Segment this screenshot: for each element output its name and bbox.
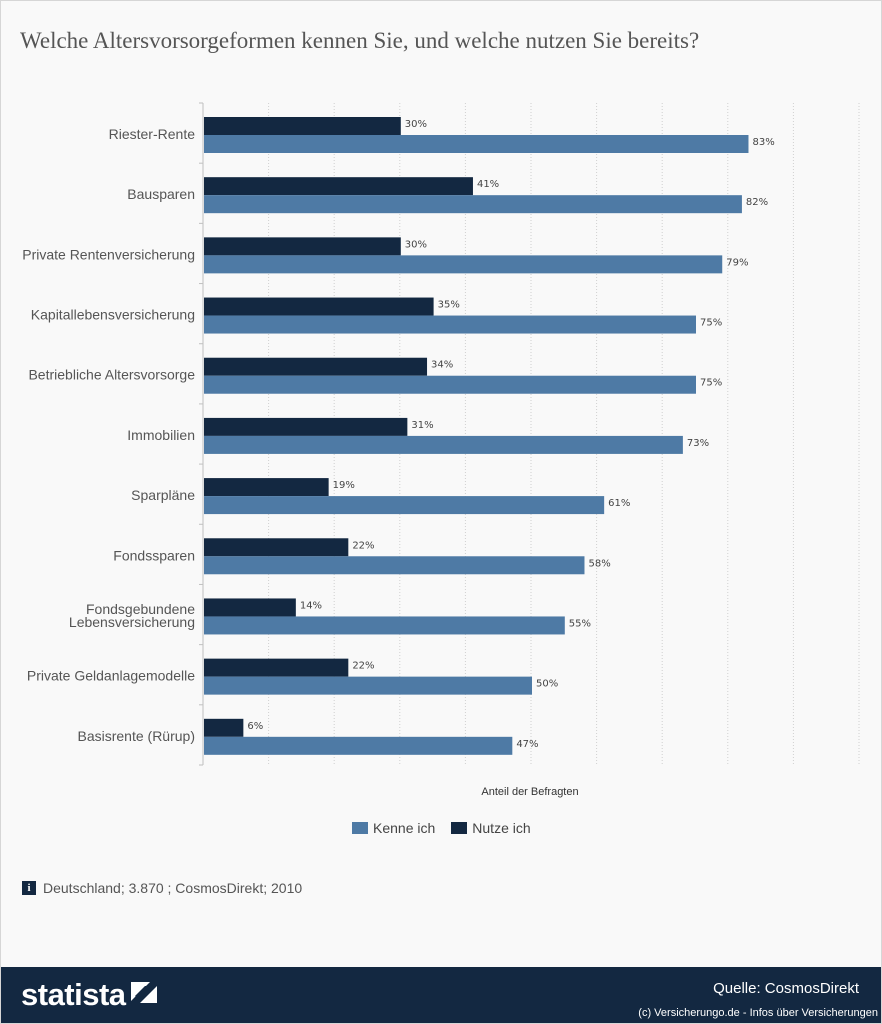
bar-kenne-ich	[204, 435, 683, 454]
data-label-nutze-ich: 34%	[431, 360, 453, 371]
chart-title: Welche Altersvorsorgeformen kennen Sie, …	[20, 28, 700, 53]
bar-chart: Riester-Rente 30% 83% Bausparen 41% 82% Privat…	[22, 102, 860, 798]
legend: Kenne ich Nutze ich	[352, 820, 547, 836]
bar-nutze-ich	[204, 177, 473, 196]
category-label: Basisrente (Rürup)	[78, 728, 196, 744]
bar-kenne-ich	[204, 375, 696, 394]
data-label-kenne-ich: 82%	[746, 197, 768, 208]
category-label: Private Geldanlagemodelle	[27, 667, 195, 683]
brand-name: statista	[21, 977, 126, 1012]
legend-swatch-nutze	[451, 822, 468, 834]
bar-nutze-ich	[204, 117, 401, 135]
category-label-line: Fondsgebundene	[86, 601, 195, 617]
data-label-kenne-ich: 47%	[516, 739, 538, 750]
category-label-line: Bausparen	[127, 186, 195, 202]
x-axis-title: Anteil der Befragten	[481, 786, 578, 798]
footer-bar: statista Quelle: CosmosDirekt (c) Versic…	[1, 967, 881, 1023]
bar-kenne-ich	[204, 736, 513, 755]
data-label-nutze-ich: 19%	[333, 480, 355, 491]
bar-kenne-ich	[204, 556, 585, 575]
info-text: Deutschland; 3.870 ; CosmosDirekt; 2010	[43, 880, 303, 896]
category-label-line: Sparpläne	[131, 487, 195, 503]
category-label: Betriebliche Altersvorsorge	[28, 366, 195, 382]
statista-brand[interactable]: statista	[21, 977, 157, 1013]
category-label-line: Private Rentenversicherung	[22, 246, 195, 262]
data-label-nutze-ich: 14%	[300, 600, 322, 611]
bar-nutze-ich	[204, 357, 428, 376]
category-label-line: Fondssparen	[113, 547, 195, 563]
data-label-kenne-ich: 58%	[588, 558, 610, 569]
bar-nutze-ich	[204, 658, 349, 677]
bar-kenne-ich	[204, 676, 532, 695]
category-label: Immobilien	[127, 427, 195, 443]
legend-swatch-kenne	[352, 822, 368, 834]
legend-label-kenne: Kenne ich	[373, 820, 436, 836]
data-label-kenne-ich: 61%	[608, 498, 630, 509]
category-label: Fondssparen	[113, 547, 195, 563]
data-label-kenne-ich: 83%	[752, 137, 774, 148]
data-label-kenne-ich: 75%	[700, 318, 722, 329]
bar-kenne-ich	[204, 616, 565, 635]
category-label: Bausparen	[127, 186, 195, 202]
bar-nutze-ich	[204, 237, 401, 256]
bar-nutze-ich	[204, 297, 434, 316]
data-label-nutze-ich: 22%	[352, 540, 374, 551]
bar-kenne-ich	[204, 496, 605, 515]
data-label-kenne-ich: 75%	[700, 378, 722, 389]
bar-nutze-ich	[204, 598, 296, 617]
category-label: Sparpläne	[131, 487, 195, 503]
data-label-nutze-ich: 41%	[477, 179, 499, 190]
data-label-kenne-ich: 55%	[569, 618, 591, 629]
data-label-kenne-ich: 73%	[687, 438, 709, 449]
bar-nutze-ich	[204, 538, 349, 557]
data-label-nutze-ich: 6%	[247, 721, 263, 732]
bar-kenne-ich	[204, 135, 749, 153]
source-text: Quelle: CosmosDirekt	[713, 980, 859, 997]
legend-label-nutze: Nutze ich	[472, 820, 531, 836]
data-label-nutze-ich: 31%	[411, 420, 433, 431]
category-label-line: Basisrente (Rürup)	[78, 728, 196, 744]
statista-logo-icon	[130, 982, 157, 1008]
bar-nutze-ich	[204, 478, 329, 497]
data-label-kenne-ich: 79%	[726, 257, 748, 268]
legend-item-kenne[interactable]: Kenne ich	[352, 820, 435, 836]
data-label-kenne-ich: 50%	[536, 679, 558, 690]
category-label-line: Kapitallebensversicherung	[31, 306, 195, 322]
bar-kenne-ich	[204, 195, 742, 214]
legend-item-nutze[interactable]: Nutze ich	[451, 820, 531, 836]
category-label-line: Riester-Rente	[109, 126, 196, 142]
info-row: i Deutschland; 3.870 ; CosmosDirekt; 201…	[22, 880, 302, 896]
category-label: Private Rentenversicherung	[22, 246, 195, 262]
data-label-nutze-ich: 30%	[405, 119, 427, 130]
category-label: Fondsgebundene Lebensversicherung	[69, 601, 195, 630]
data-label-nutze-ich: 35%	[438, 300, 460, 311]
bar-nutze-ich	[204, 417, 408, 436]
category-label: Riester-Rente	[109, 126, 196, 142]
category-label-line: Betriebliche Altersvorsorge	[28, 366, 195, 382]
bar-nutze-ich	[204, 718, 244, 737]
bar-kenne-ich	[204, 315, 696, 334]
copyright-link[interactable]: (c) Versicherungo.de - Infos über Versic…	[638, 1007, 878, 1019]
category-label: Kapitallebensversicherung	[31, 306, 195, 322]
category-label-line: Private Geldanlagemodelle	[27, 667, 195, 683]
info-icon[interactable]: i	[22, 881, 36, 895]
category-label-line: Immobilien	[127, 427, 195, 443]
bar-kenne-ich	[204, 255, 723, 274]
data-label-nutze-ich: 22%	[352, 661, 374, 672]
data-label-nutze-ich: 30%	[405, 239, 427, 250]
category-label-line: Lebensversicherung	[69, 614, 195, 630]
